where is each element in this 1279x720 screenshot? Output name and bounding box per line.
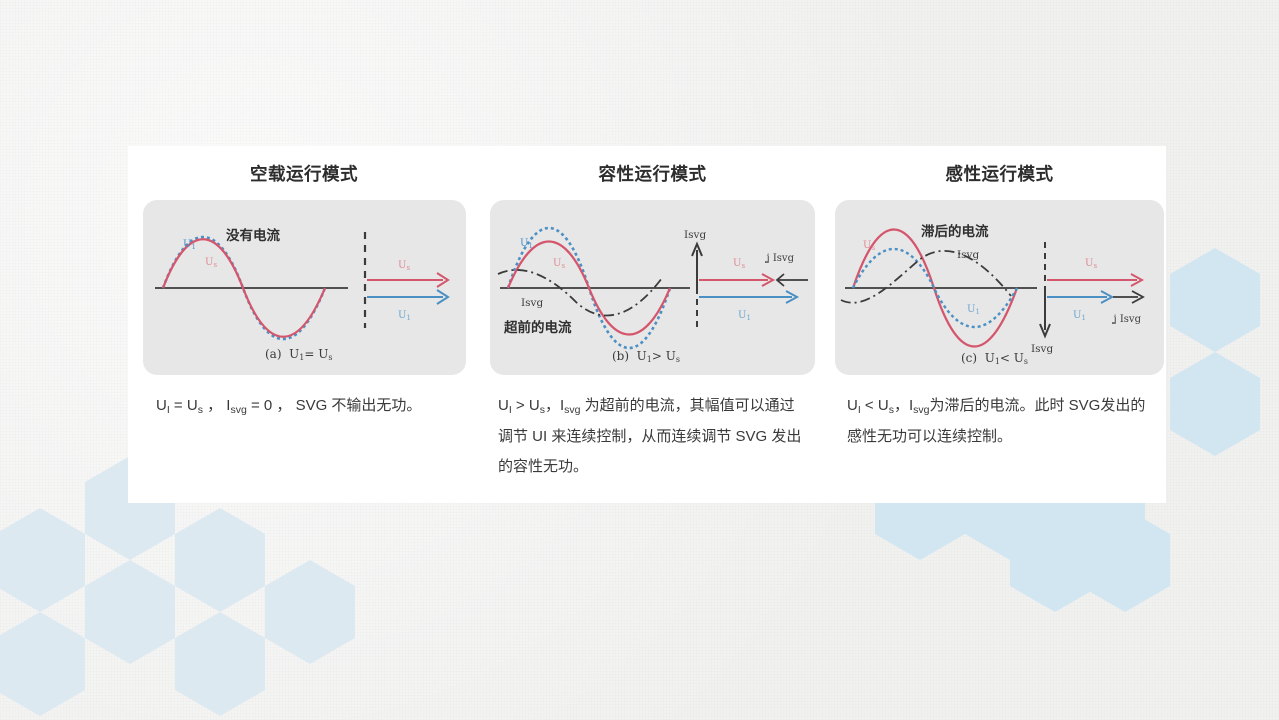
phasor-label-red: Us: [733, 258, 745, 270]
panel-title-capacitive: 容性运行模式: [598, 164, 707, 184]
content-card: 空载运行模式 U1 Us 没有电流 Us: [128, 146, 1166, 503]
caption-capacitive: UI > Us，Isvg 为超前的电流，其幅值可以通过调节 UI 来连续控制，从…: [498, 397, 802, 475]
phasor-label-current: ʝ Isvg: [1112, 314, 1142, 325]
phasor-label-red: Us: [398, 260, 410, 272]
current-label-capacitive: Isvg: [521, 297, 543, 309]
wave-note-inductive: 滞后的电流: [921, 223, 989, 239]
subcaption-capacitive: (b) U1> Us: [612, 349, 680, 364]
phasor-label-red: Us: [1085, 258, 1097, 270]
phasor-label-blue: U1: [398, 310, 411, 322]
figure-no-load: U1 Us 没有电流 Us U1 (a) U1= Us: [142, 200, 466, 375]
axis-label-isvg: Isvg: [684, 229, 706, 241]
current-label-inductive: Isvg: [957, 249, 979, 261]
panel-title-no-load: 空载运行模式: [250, 164, 358, 184]
axis-label-isvg: Isvg: [1031, 343, 1053, 355]
figure-capacitive: U1 Us Isvg 超前的电流 Isvg Us U1: [490, 200, 815, 375]
caption-no-load: UI = Us ， Isvg = 0 ， SVG 不输出无功。: [156, 397, 422, 416]
wave-note-capacitive: 超前的电流: [503, 319, 572, 335]
curve-label-blue: U1: [967, 304, 980, 316]
panel-no-load: 空载运行模式 U1 Us 没有电流 Us: [128, 146, 480, 503]
curve-label-blue: U1: [520, 238, 533, 250]
curve-label-red: Us: [553, 258, 565, 270]
wave-note-no-load: 没有电流: [226, 227, 280, 243]
subcaption-no-load: (a) U1= Us: [265, 347, 332, 362]
panel-capacitive: 容性运行模式 U1 Us Isvg 超前的电流: [480, 146, 825, 503]
subcaption-inductive: (c) U1< Us: [961, 351, 1028, 366]
phasor-label-current: ʝ Isvg: [765, 253, 795, 264]
caption-inductive: UI < Us，Isvg为滞后的电流。此时 SVG发出的感性无功可以连续控制。: [847, 397, 1146, 445]
figure-inductive: Us Isvg U1 滞后的电流 Isvg Us U1: [835, 200, 1164, 375]
panel-title-inductive: 感性运行模式: [945, 164, 1054, 184]
phasor-label-blue: U1: [738, 310, 751, 322]
panel-inductive: 感性运行模式 Us Isvg U1 滞后的电流: [825, 146, 1174, 503]
phasor-label-blue: U1: [1073, 310, 1086, 322]
curve-label-red: Us: [205, 257, 217, 269]
